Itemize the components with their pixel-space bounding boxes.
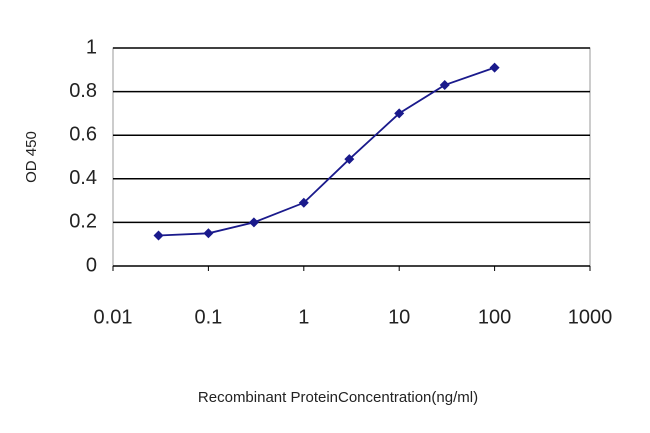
x-tick-label: 0.1 bbox=[194, 306, 222, 328]
marker bbox=[489, 62, 500, 73]
y-tick-label: 0.8 bbox=[69, 80, 97, 102]
x-tick-label: 0.01 bbox=[94, 306, 133, 328]
x-tick-label: 10 bbox=[388, 306, 410, 328]
y-tick-label: 0.4 bbox=[69, 167, 97, 189]
y-axis-label: OD 450 bbox=[23, 131, 40, 183]
marker bbox=[344, 154, 355, 165]
marker bbox=[298, 197, 309, 208]
y-tick-label: 0.6 bbox=[69, 123, 97, 145]
x-tick-label: 1000 bbox=[568, 306, 613, 328]
x-axis-label: Recombinant ProteinConcentration(ng/ml) bbox=[198, 389, 478, 406]
series-line bbox=[158, 66, 495, 237]
marker bbox=[394, 108, 405, 119]
marker bbox=[439, 80, 450, 91]
marker bbox=[153, 230, 164, 241]
y-tick-label: 0 bbox=[86, 254, 97, 276]
y-tick-label: 0.2 bbox=[69, 211, 97, 233]
x-tick-label: 1 bbox=[298, 306, 309, 328]
y-tick-label: 1 bbox=[86, 36, 97, 58]
marker bbox=[203, 228, 214, 239]
marker bbox=[248, 217, 259, 228]
x-tick-label: 100 bbox=[478, 306, 511, 328]
